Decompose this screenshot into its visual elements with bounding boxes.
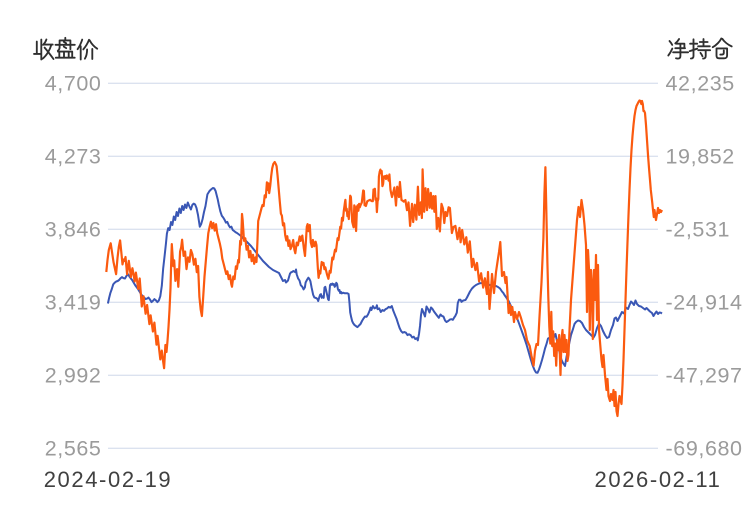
svg-text:4,273: 4,273 — [45, 145, 102, 169]
svg-text:2,992: 2,992 — [45, 364, 102, 388]
svg-text:2026-02-11: 2026-02-11 — [595, 467, 722, 492]
svg-text:4,700: 4,700 — [45, 72, 102, 96]
svg-text:42,235: 42,235 — [666, 72, 735, 96]
svg-text:3,419: 3,419 — [45, 291, 102, 315]
svg-text:-24,914: -24,914 — [666, 291, 743, 315]
svg-text:-47,297: -47,297 — [666, 364, 743, 388]
svg-text:19,852: 19,852 — [666, 145, 735, 169]
svg-text:-2,531: -2,531 — [666, 218, 731, 242]
svg-text:-69,680: -69,680 — [666, 437, 743, 461]
svg-text:2024-02-19: 2024-02-19 — [44, 467, 173, 492]
svg-text:3,846: 3,846 — [45, 218, 102, 242]
svg-text:2,565: 2,565 — [45, 437, 102, 461]
